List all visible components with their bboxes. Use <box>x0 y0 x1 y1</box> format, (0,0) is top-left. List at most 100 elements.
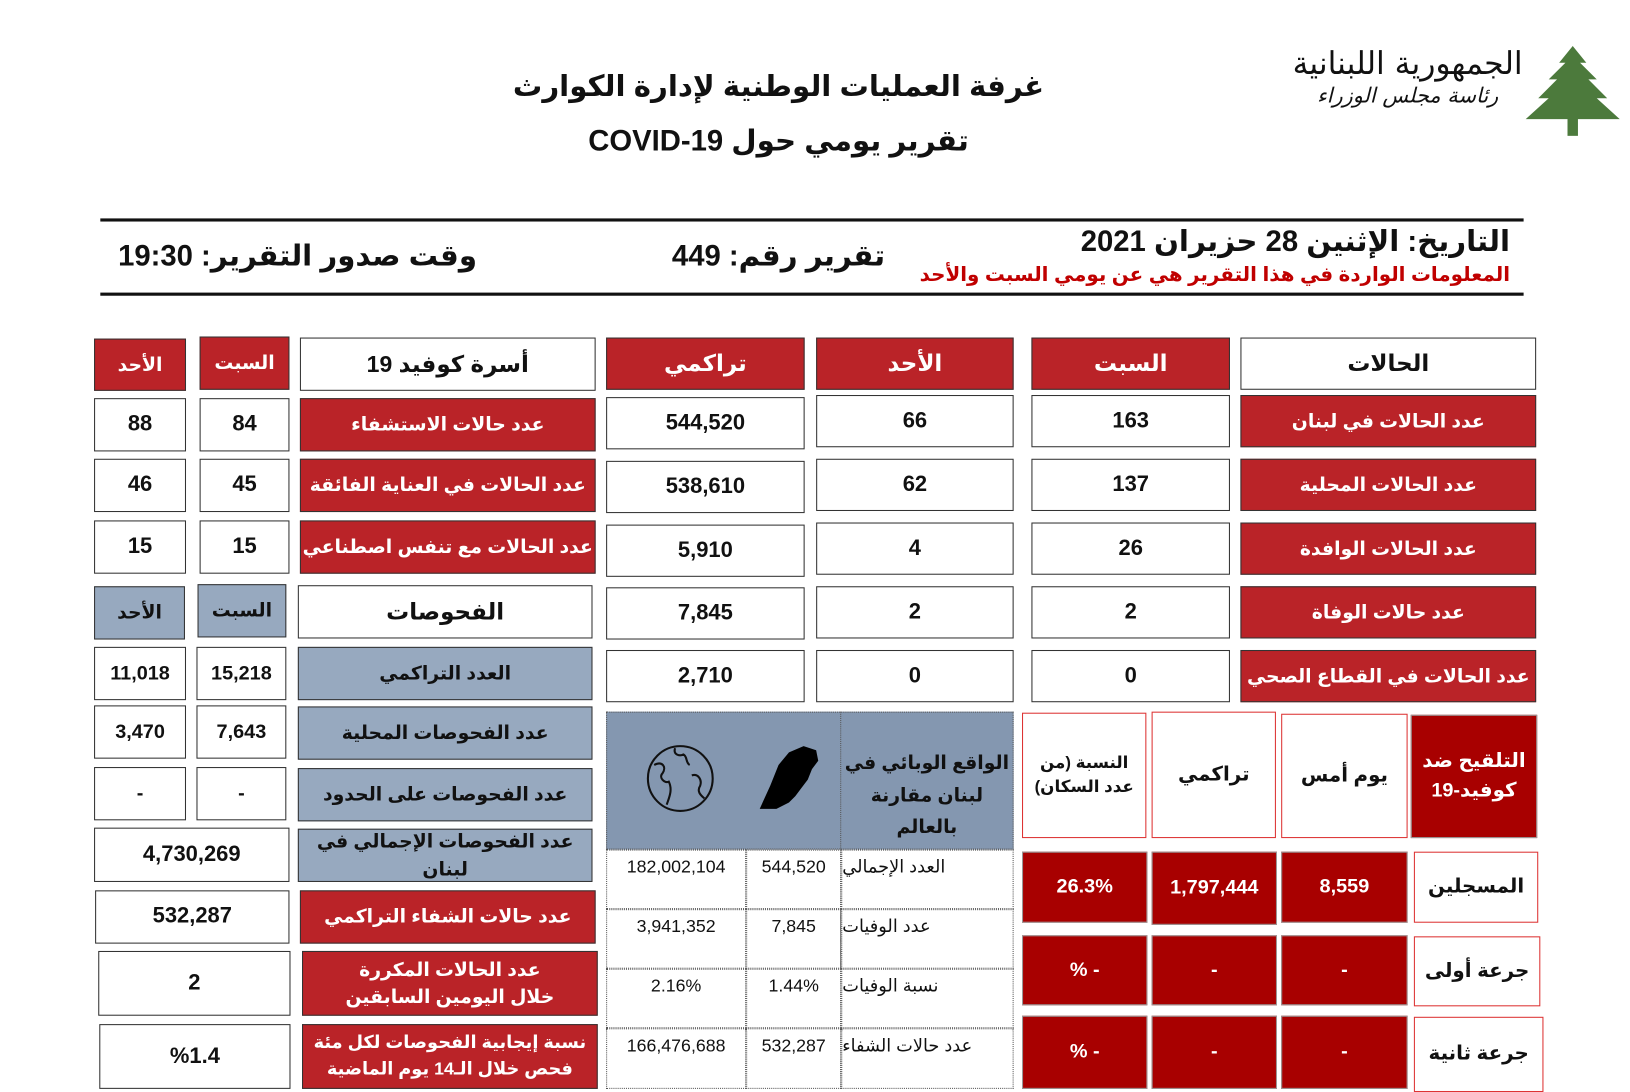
cases-header-total: تراكمي <box>606 337 805 390</box>
tests-label: عدد الفحوصات المحلية <box>297 706 593 760</box>
report-subtitle: تقرير يومي حول COVID-19 <box>588 124 969 157</box>
vaccine-row-pct: - % <box>1022 935 1148 1006</box>
vaccine-row-yesterday: 8,559 <box>1281 851 1408 923</box>
cases-total: 2,710 <box>606 649 805 703</box>
report-number: تقرير رقم: 449 <box>671 239 886 272</box>
world-row-world: 166,476,688 <box>606 1028 747 1089</box>
logo-line-2: رئاسة مجلس الوزراء <box>1316 82 1499 108</box>
world-row-lebanon: 544,520 <box>746 849 842 910</box>
cases-label: عدد الحالات في القطاع الصحي <box>1240 649 1537 703</box>
recovered-value: 532,287 <box>95 890 290 944</box>
logo-text: الجمهورية اللبنانية رئاسة مجلس الوزراء <box>1292 46 1524 108</box>
cases-label: عدد الحالات المحلية <box>1240 458 1537 512</box>
cases-label: عدد الحالات في لبنان <box>1240 395 1537 448</box>
recovered-label: عدد حالات الشفاء التراكمي <box>299 890 596 944</box>
cases-sat: 163 <box>1031 395 1230 448</box>
beds-sun: 88 <box>94 398 187 452</box>
world-row-label: نسبة الوفيات <box>841 968 1014 1029</box>
cases-total: 5,910 <box>606 524 805 577</box>
world-row-label: عدد حالات الشفاء <box>841 1028 1014 1089</box>
tests-total-value: 4,730,269 <box>94 827 290 882</box>
report-title: غرفة العمليات الوطنية لإدارة الكوارث <box>512 70 1045 103</box>
beds-sat: 15 <box>199 520 290 574</box>
vaccine-row-total: - <box>1151 935 1277 1006</box>
world-row-label: عدد الوفيات <box>841 909 1014 969</box>
beds-sat: 84 <box>199 398 290 452</box>
top-divider <box>100 218 1524 222</box>
report-date: التاريخ: الإثنين 28 حزيران 2021 <box>1080 224 1511 258</box>
world-panel-header <box>606 711 1014 850</box>
cases-label: عدد حالات الوفاة <box>1240 586 1537 639</box>
beds-header-sat: السبت <box>199 336 290 390</box>
bottom-divider <box>100 292 1524 296</box>
vaccine-row-pct: - % <box>1022 1015 1148 1089</box>
cases-sat: 0 <box>1031 649 1230 703</box>
cases-sat: 137 <box>1031 458 1230 512</box>
beds-label: عدد الحالات في العناية الفائقة <box>299 458 596 513</box>
vaccine-row-yesterday: - <box>1281 935 1408 1006</box>
cases-total: 7,845 <box>606 587 805 640</box>
cases-sun: 4 <box>816 522 1014 575</box>
vaccine-row-label: المسجلين <box>1413 851 1539 923</box>
tests-header-sun: الأحد <box>94 586 185 640</box>
world-row-world: 182,002,104 <box>606 849 747 910</box>
vaccine-header-title: التلقيح ضد كوفيد-19 <box>1410 714 1538 839</box>
cases-sat: 26 <box>1031 522 1230 575</box>
cases-sun: 62 <box>816 458 1014 512</box>
report-note: المعلومات الواردة في هذا التقرير هي عن ي… <box>919 264 1511 287</box>
globe-icon <box>646 745 714 812</box>
world-row-world: 3,941,352 <box>606 909 747 969</box>
vaccine-row-label: جرعة ثانية <box>1413 1016 1544 1092</box>
vaccine-row-yesterday: - <box>1281 1015 1408 1089</box>
world-row-lebanon: 532,287 <box>746 1028 842 1089</box>
cases-header-sat: السبت <box>1031 337 1230 390</box>
logo-line-1: الجمهورية اللبنانية <box>1292 45 1523 83</box>
tests-sun: - <box>94 767 187 821</box>
tests-sat: 7,643 <box>196 705 287 759</box>
vaccine-row-total: 1,797,444 <box>1151 851 1277 925</box>
beds-label: عدد الحالات مع تنفس اصطناعي <box>299 520 596 574</box>
vaccine-header-pct: النسبة (من عدد السكان) <box>1022 712 1147 839</box>
cedar-tree-icon <box>1525 45 1620 136</box>
cases-sun: 2 <box>816 586 1014 639</box>
tests-sun: 3,470 <box>94 705 187 759</box>
vaccine-header-total: تراكمي <box>1151 711 1276 839</box>
tests-header-sat: السبت <box>197 584 287 638</box>
lebanon-map-icon <box>759 746 819 809</box>
tests-header-label: الفحوصات <box>297 585 593 639</box>
repeated-cases-value: 2 <box>98 950 291 1016</box>
vaccine-row-pct: 26.3% <box>1022 851 1148 923</box>
vaccine-row-label: جرعة أولى <box>1413 936 1541 1007</box>
tests-sat: - <box>196 767 287 821</box>
beds-header-label: أسرة كوفيد 19 <box>299 337 596 391</box>
positivity-value: %1.4 <box>99 1024 291 1089</box>
tests-label: عدد الفحوصات على الحدود <box>297 768 593 822</box>
cases-sat: 2 <box>1031 586 1230 639</box>
world-panel-title: الواقع الوبائي في لبنان مقارنة بالعالم <box>844 752 1010 838</box>
world-row-lebanon: 7,845 <box>746 909 842 969</box>
tests-sat: 15,218 <box>196 646 287 701</box>
cases-header-label: الحالات <box>1240 337 1537 390</box>
tests-total-label: عدد الفحوصات الإجمالي في لبنان <box>297 828 593 882</box>
vaccine-row-total: - <box>1151 1015 1277 1089</box>
cases-total: 544,520 <box>606 397 805 450</box>
repeated-cases-label: عدد الحالات المكررة خلال اليومين السابقي… <box>302 950 598 1016</box>
cases-sun: 66 <box>816 395 1014 448</box>
cases-header-sun: الأحد <box>816 337 1014 390</box>
beds-label: عدد حالات الاستشفاء <box>299 398 596 452</box>
vaccine-header-yesterday: يوم أمس <box>1281 713 1408 839</box>
cases-total: 538,610 <box>606 460 805 514</box>
tests-label: العدد التراكمي <box>297 646 593 701</box>
cases-sun: 0 <box>816 649 1014 703</box>
positivity-label: نسبة إيجابية الفحوصات لكل مئة فحص خلال ا… <box>302 1024 598 1089</box>
tests-sun: 11,018 <box>94 646 187 701</box>
beds-sun: 46 <box>94 458 187 513</box>
beds-header-sun: الأحد <box>94 338 187 391</box>
world-row-lebanon: 1.44% <box>746 968 842 1029</box>
beds-sun: 15 <box>94 520 187 574</box>
cases-label: عدد الحالات الوافدة <box>1240 522 1537 575</box>
beds-sat: 45 <box>199 458 290 513</box>
report-time: وقت صدور التقرير: 19:30 <box>118 239 478 272</box>
world-row-world: 2.16% <box>606 968 747 1029</box>
